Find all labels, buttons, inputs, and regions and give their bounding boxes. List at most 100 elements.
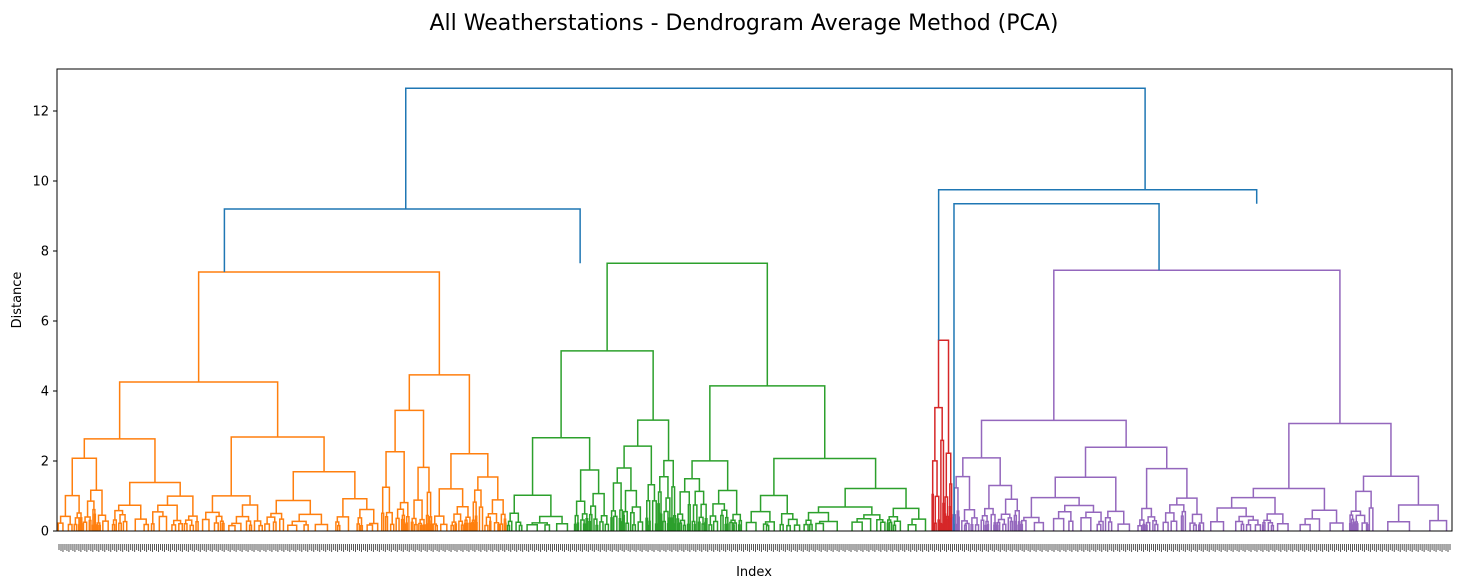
dendrogram-link — [1068, 520, 1074, 531]
dendrogram-link — [1429, 519, 1448, 531]
dendrogram-link — [506, 524, 511, 531]
dendrogram-link — [988, 484, 1013, 509]
dendrogram-link — [359, 524, 364, 531]
dendrogram-link — [963, 509, 976, 521]
dendrogram-link — [272, 521, 277, 531]
dendrogram-link — [380, 512, 385, 531]
dendrogram-link — [118, 381, 279, 439]
dendrogram-link — [817, 506, 873, 515]
dendrogram-link — [666, 523, 670, 531]
dendrogram-link — [195, 521, 199, 531]
dendrogram-link — [1176, 497, 1198, 515]
dendrogram-link — [637, 521, 644, 531]
dendrogram-link — [700, 503, 707, 519]
dendrogram-link — [389, 523, 395, 531]
dendrogram-link — [697, 521, 701, 531]
dendrogram-link — [287, 524, 298, 531]
y-axis: 0 2 4 6 8 10 12 — [32, 105, 57, 540]
dendrogram-link — [606, 262, 769, 386]
dendrogram-link — [1365, 523, 1369, 531]
dendrogram-link — [779, 523, 784, 531]
dendrogram-link — [1387, 520, 1411, 531]
dendrogram-link — [1288, 422, 1392, 489]
dendrogram-link — [422, 524, 426, 531]
dendrogram-link — [454, 523, 458, 531]
y-axis-label: Distance — [10, 272, 25, 329]
dendrogram-link — [1299, 523, 1311, 531]
dendrogram-link — [610, 517, 613, 531]
dendrogram-link — [413, 523, 418, 531]
dendrogram-link — [677, 523, 680, 531]
dendrogram-link — [183, 523, 188, 531]
x-axis-label: Index — [736, 565, 772, 580]
y-tick-label: 0 — [41, 525, 49, 540]
dendrogram-link — [809, 523, 813, 531]
dendrogram-link — [879, 521, 886, 531]
y-tick-label: 10 — [32, 175, 49, 190]
dendrogram-link — [582, 523, 586, 531]
dendrogram-link — [694, 490, 705, 505]
dendrogram-link — [683, 477, 701, 492]
dendrogram-link — [576, 522, 580, 531]
dendrogram-link — [745, 521, 757, 531]
dendrogram-link — [150, 523, 155, 531]
dendrogram-link — [478, 506, 484, 531]
dendrogram-link — [1020, 523, 1024, 531]
dendrogram-link — [1311, 509, 1338, 524]
y-tick-label: 8 — [41, 245, 49, 260]
dendrogram-link — [298, 513, 323, 525]
dendrogram-link — [471, 522, 474, 531]
dendrogram-link — [1137, 524, 1143, 531]
dendrogram-link — [128, 481, 181, 506]
dendrogram-link — [430, 523, 433, 531]
dendrogram-link — [189, 524, 195, 531]
dendrogram-link — [622, 514, 625, 531]
dendrogram-link — [1141, 507, 1153, 520]
dendrogram-link — [1350, 524, 1353, 531]
dendrogram-link — [1030, 496, 1080, 518]
dendrogram-link — [342, 498, 368, 517]
dendrogram-link — [230, 436, 325, 496]
dendrogram-link — [987, 524, 990, 531]
dendrogram-link — [1210, 520, 1225, 531]
dendrogram-link — [178, 523, 184, 531]
dendrogram-link — [1254, 524, 1262, 531]
dendrogram-link — [704, 521, 707, 531]
dendrogram-link — [258, 524, 263, 531]
dendrogram-link — [672, 523, 676, 531]
dendrogram-link — [118, 522, 122, 531]
dendrogram-link — [213, 522, 219, 531]
dendrogram-link — [394, 409, 425, 468]
dendrogram-link — [613, 515, 618, 531]
dendrogram-link — [427, 523, 430, 531]
dendrogram-link — [336, 524, 341, 531]
dendrogram-link — [682, 524, 687, 531]
dendrogram-link — [80, 523, 83, 531]
dendrogram-link — [888, 521, 893, 531]
dendrogram-link — [419, 524, 423, 531]
dendrogram-link — [405, 522, 408, 531]
dendrogram-link — [1085, 511, 1102, 522]
dendrogram-link — [1352, 522, 1355, 531]
dendrogram-link — [970, 524, 974, 531]
dendrogram-link — [1354, 524, 1357, 531]
dendrogram-link — [844, 487, 907, 509]
dendrogram-link — [625, 522, 630, 531]
dendrogram-link — [82, 521, 88, 531]
dendrogram-link — [931, 493, 934, 531]
dendrogram-link — [724, 523, 728, 531]
dendrogram-link — [460, 524, 464, 531]
dendrogram-link — [1240, 523, 1245, 531]
dendrogram-link — [737, 524, 741, 531]
dendrogram-link — [303, 524, 309, 531]
dendrogram-link — [413, 499, 423, 520]
dendrogram-link — [201, 518, 210, 531]
dendrogram-link — [1009, 520, 1013, 531]
dendrogram-link — [1252, 487, 1326, 511]
dendrogram-link — [275, 499, 312, 515]
dendrogram-link — [623, 445, 653, 485]
dendrogram-link — [712, 520, 719, 531]
dendrogram-link — [729, 521, 733, 531]
dendrogram-link — [111, 523, 116, 531]
